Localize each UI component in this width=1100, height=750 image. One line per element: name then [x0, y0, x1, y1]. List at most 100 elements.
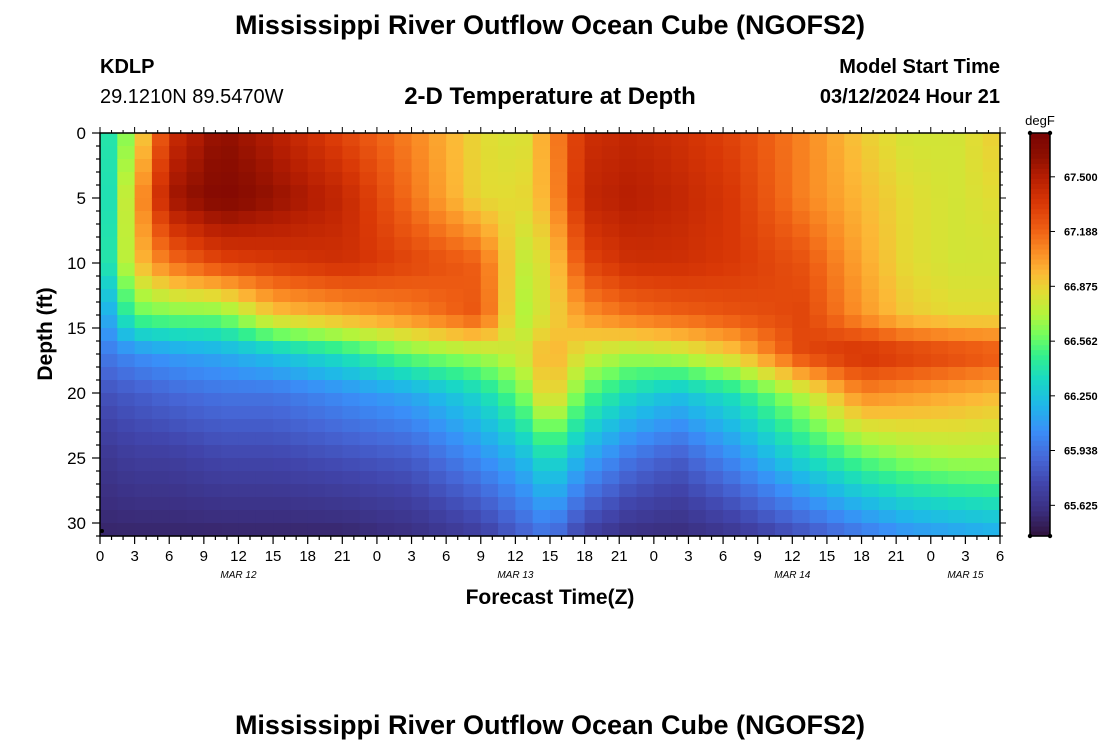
heatmap-cell	[601, 159, 620, 173]
heatmap-cell	[550, 406, 568, 420]
heatmap-cell	[861, 302, 880, 316]
heatmap-cell	[705, 523, 724, 537]
heatmap-cell	[705, 497, 724, 511]
heatmap-cell	[775, 341, 793, 355]
heatmap-cell	[342, 328, 361, 342]
heatmap-cell	[792, 445, 811, 459]
heatmap-cell	[948, 393, 966, 407]
heatmap-cell	[913, 432, 932, 446]
heatmap-cell	[532, 146, 551, 160]
heatmap-cell	[757, 458, 776, 472]
heatmap-cell	[463, 471, 482, 485]
heatmap-cell	[965, 250, 984, 264]
heatmap-cell	[446, 146, 465, 160]
heatmap-cell	[134, 133, 153, 147]
heatmap-cell	[636, 146, 655, 160]
heatmap-cell	[550, 263, 568, 277]
heatmap-cell	[653, 406, 672, 420]
heatmap-cell	[930, 367, 949, 381]
x-tick-label: 9	[754, 548, 762, 565]
heatmap-cell	[723, 302, 741, 316]
heatmap-cell	[567, 484, 586, 498]
heatmap-cell	[965, 198, 984, 212]
heatmap-cell	[705, 484, 724, 498]
heatmap-cell	[740, 341, 759, 355]
heatmap-cell	[359, 198, 378, 212]
heatmap-cell	[567, 172, 586, 186]
heatmap-cell	[878, 497, 897, 511]
heatmap-cell	[394, 510, 413, 524]
heatmap-cell	[930, 445, 949, 459]
heatmap-cell	[273, 354, 291, 368]
heatmap-cell	[273, 198, 291, 212]
heatmap-cell	[376, 393, 395, 407]
heatmap-cell	[844, 419, 863, 433]
heatmap-cell	[653, 276, 672, 290]
heatmap-cell	[878, 445, 897, 459]
heatmap-cell	[688, 211, 707, 225]
heatmap-cell	[255, 185, 274, 199]
x-tick-label: 9	[200, 548, 208, 565]
colorbar-segment	[1030, 460, 1050, 467]
heatmap-cell	[411, 484, 430, 498]
heatmap-cell	[757, 224, 776, 238]
heatmap-cell	[307, 523, 326, 537]
heatmap-cell	[290, 211, 309, 225]
heatmap-cell	[601, 458, 620, 472]
heatmap-cell	[221, 510, 240, 524]
colorbar-segment	[1030, 279, 1050, 285]
heatmap-cell	[325, 497, 343, 511]
heatmap-cell	[203, 367, 222, 381]
heatmap-cell	[463, 419, 482, 433]
heatmap-cell	[238, 315, 257, 329]
heatmap-cell	[723, 406, 741, 420]
heatmap-cell	[826, 419, 845, 433]
heatmap-cell	[169, 185, 188, 199]
heatmap-cell	[844, 224, 863, 238]
heatmap-cell	[532, 523, 551, 537]
heatmap-cell	[584, 133, 603, 147]
heatmap-cell	[861, 510, 880, 524]
heatmap-cell	[671, 510, 690, 524]
x-date-label: MAR 15	[947, 570, 984, 581]
heatmap-cell	[601, 445, 620, 459]
heatmap-cell	[394, 367, 413, 381]
station-id: KDLP	[100, 56, 155, 78]
heatmap-cell	[948, 419, 966, 433]
heatmap-cell	[290, 250, 309, 264]
heatmap-cell	[238, 146, 257, 160]
heatmap-cell	[446, 250, 465, 264]
heatmap-cell	[376, 237, 395, 251]
heatmap-cell	[342, 523, 361, 537]
heatmap-cell	[775, 211, 793, 225]
heatmap-cell	[601, 250, 620, 264]
heatmap-cell	[428, 341, 447, 355]
colorbar-segment	[1030, 258, 1050, 265]
heatmap-cell	[359, 172, 378, 186]
heatmap-cell	[186, 302, 205, 316]
heatmap-cell	[151, 263, 170, 277]
heatmap-cell	[705, 198, 724, 212]
heatmap-cell	[844, 380, 863, 394]
heatmap-cell	[238, 367, 257, 381]
heatmap-cell	[151, 302, 170, 316]
heatmap-cell	[861, 185, 880, 199]
heatmap-cell	[671, 484, 690, 498]
heatmap-cell	[601, 367, 620, 381]
heatmap-cell	[446, 198, 465, 212]
heatmap-cell	[151, 393, 170, 407]
heatmap-cell	[982, 211, 1001, 225]
heatmap-cell	[826, 250, 845, 264]
heatmap-cell	[203, 354, 222, 368]
heatmap-cell	[498, 133, 516, 147]
heatmap-cell	[688, 224, 707, 238]
heatmap-cell	[117, 497, 136, 511]
heatmap-cell	[273, 133, 291, 147]
heatmap-cell	[948, 224, 966, 238]
heatmap-cell	[844, 354, 863, 368]
heatmap-cell	[151, 224, 170, 238]
heatmap-cell	[584, 497, 603, 511]
heatmap-cell	[861, 146, 880, 160]
heatmap-cell	[498, 393, 516, 407]
heatmap-cell	[100, 497, 118, 511]
